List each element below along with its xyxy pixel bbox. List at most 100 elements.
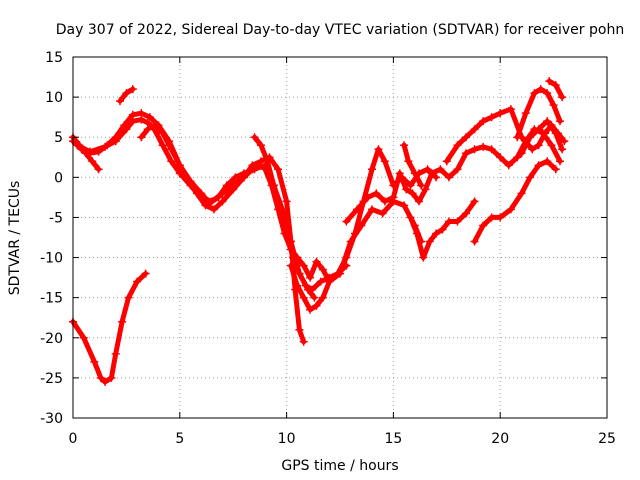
data-point xyxy=(308,285,317,294)
data-point xyxy=(479,117,488,126)
data-point xyxy=(158,141,167,150)
data-series-6 xyxy=(137,121,308,346)
data-point xyxy=(261,165,270,174)
x-tick-label: 0 xyxy=(69,431,78,447)
y-axis-title: SDTVAR / TECUs xyxy=(7,181,23,296)
data-point xyxy=(101,377,110,386)
data-point xyxy=(541,129,550,138)
data-point xyxy=(543,117,552,126)
data-point xyxy=(231,173,240,182)
data-point xyxy=(534,141,543,150)
data-point xyxy=(137,115,146,124)
data-point xyxy=(470,237,479,246)
data-point xyxy=(436,165,445,174)
data-point xyxy=(282,197,291,206)
data-point xyxy=(342,217,351,226)
y-tick-label: -20 xyxy=(40,331,63,347)
data-point xyxy=(372,189,381,198)
data-point xyxy=(310,293,319,302)
data-point xyxy=(534,161,543,170)
data-point xyxy=(406,213,415,222)
data-point xyxy=(124,293,133,302)
data-point xyxy=(312,301,321,310)
data-point xyxy=(400,141,409,150)
plot-frame xyxy=(72,56,608,419)
data-series-14 xyxy=(470,157,560,246)
data-point xyxy=(487,145,496,154)
data-point xyxy=(118,317,127,326)
data-point xyxy=(504,161,513,170)
data-point xyxy=(496,109,505,118)
data-point xyxy=(528,145,537,154)
data-point xyxy=(141,269,150,278)
data-point xyxy=(209,205,218,214)
data-point xyxy=(470,145,479,154)
data-point xyxy=(192,189,201,198)
data-point xyxy=(526,173,535,182)
data-point xyxy=(280,229,289,238)
data-point xyxy=(128,85,137,94)
data-point xyxy=(325,277,334,286)
data-point xyxy=(299,337,308,346)
data-point xyxy=(336,269,344,278)
data-series-7 xyxy=(250,133,351,294)
tick-labels: 0 5 10 15 20 25 -30 -25 -20 -15 -10 -5 0 5 10 15 xyxy=(40,50,616,447)
data-point xyxy=(408,189,417,198)
data-point xyxy=(248,161,257,170)
data-series-4 xyxy=(115,85,137,106)
data-point xyxy=(558,93,567,102)
data-point xyxy=(543,89,552,98)
data-point xyxy=(299,261,308,270)
data-point xyxy=(378,209,387,218)
data-point xyxy=(479,142,488,151)
data-point xyxy=(368,205,377,214)
data-point xyxy=(96,373,105,382)
y-tick-label: -30 xyxy=(40,411,63,427)
data-point xyxy=(122,125,131,134)
data-point xyxy=(380,157,389,166)
series-trace xyxy=(288,198,424,313)
data-point xyxy=(425,237,434,246)
data-point xyxy=(301,281,310,290)
data-point xyxy=(545,77,554,86)
data-point xyxy=(444,217,453,226)
data-series-group xyxy=(69,77,569,386)
data-point xyxy=(487,113,496,122)
y-tick-label: -25 xyxy=(40,371,63,387)
data-series-9 xyxy=(286,197,426,314)
data-point xyxy=(521,109,530,118)
data-point xyxy=(218,189,227,198)
data-point xyxy=(556,117,565,126)
data-point xyxy=(107,373,116,382)
data-point xyxy=(218,197,227,206)
y-tick-label: -15 xyxy=(40,291,63,307)
data-point xyxy=(175,161,184,170)
data-series-1 xyxy=(69,269,150,386)
data-point xyxy=(133,277,142,286)
data-point xyxy=(547,141,556,150)
data-point xyxy=(229,185,238,194)
data-point xyxy=(111,137,120,146)
data-point xyxy=(318,265,327,274)
data-point xyxy=(487,213,496,222)
series-trace xyxy=(401,142,424,188)
data-point xyxy=(306,273,315,282)
data-point xyxy=(415,197,424,206)
data-point xyxy=(346,237,355,246)
data-point xyxy=(274,165,283,174)
data-point xyxy=(389,193,398,202)
data-point xyxy=(128,117,137,126)
data-point xyxy=(462,209,471,218)
chart-title: Day 307 of 2022, Sidereal Day-to-day VTE… xyxy=(56,22,624,38)
data-point xyxy=(111,349,120,358)
data-point xyxy=(536,85,545,94)
data-point xyxy=(158,129,167,138)
data-point xyxy=(442,157,451,166)
x-axis-title: GPS time / hours xyxy=(281,458,398,474)
data-point xyxy=(417,181,426,190)
data-point xyxy=(306,305,315,314)
series-trace xyxy=(519,118,565,156)
data-point xyxy=(419,253,428,262)
data-point xyxy=(286,245,295,254)
data-point xyxy=(530,89,539,98)
